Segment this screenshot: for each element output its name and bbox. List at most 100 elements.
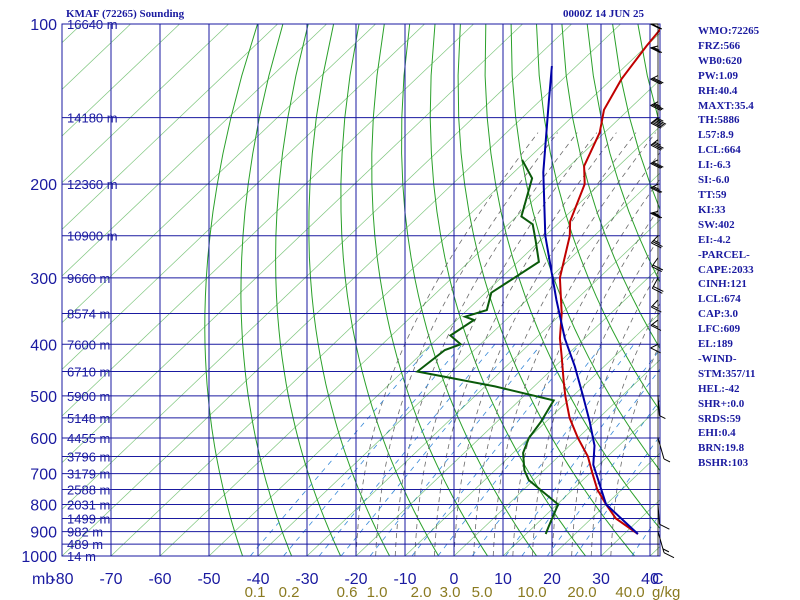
index-item: CAPE:2033 [698,263,754,276]
temp-tick-label: 40 [641,571,659,588]
height-label: 7600 m [67,337,110,352]
moist-adiabat [551,235,660,556]
temp-tick-label: -10 [393,571,416,588]
mixing-ratio-label: 2.0 [411,584,432,600]
isotherm [62,24,572,510]
temp-tick-label: 20 [543,571,561,588]
pressure-tick-label: 500 [30,389,57,406]
wind-barb [650,210,663,219]
wind-barb [650,75,664,85]
index-item: BSHR:103 [698,457,749,470]
dry-adiabat [204,24,258,556]
wind-barb [650,45,663,54]
wind-barb [650,139,664,151]
mixing-ratio-label: 1.0 [367,584,388,600]
isotherm [62,24,621,556]
mixing-ratio-label: 5.0 [472,584,493,600]
height-label: 5900 m [67,389,110,404]
height-label: 16640 m [67,17,118,32]
height-label: 2588 m [67,483,110,498]
moist-adiabat [571,267,660,556]
wind-barb [650,159,664,169]
isotherm [208,125,660,556]
index-item: EL:189 [698,338,733,351]
height-label: 14180 m [67,111,118,126]
dry-adiabat [240,24,293,556]
isotherm [404,312,660,556]
pressure-tick-label: 100 [30,17,57,34]
isotherm [62,24,327,277]
height-label: 1499 m [67,511,110,526]
height-label: 9660 m [67,271,110,286]
index-item: FRZ:566 [698,39,741,52]
sounding-lines [415,28,660,535]
height-label: 2031 m [67,497,110,512]
mixing-ratio-label: 10.0 [517,584,546,600]
pressure-tick-label: 1000 [21,549,57,566]
temp-tick-label: 0 [450,571,459,588]
moist-adiabat [473,132,656,556]
isotherm [110,32,660,556]
height-label: 10900 m [67,229,118,244]
index-item: TH:5886 [698,114,740,127]
background-lines [62,24,660,556]
station-title: KMAF (72265) Sounding [66,8,185,20]
pressure-tick-label: 700 [30,467,57,484]
index-item: WB0:620 [698,54,742,67]
isotherm [62,24,474,417]
index-item: SI:-6.0 [698,174,730,187]
sounding-time: 0000Z 14 JUN 25 [563,8,644,20]
height-label: 8574 m [67,306,110,321]
index-item: PW:1.09 [698,69,739,82]
mixing-ratio-label: 40.0 [615,584,644,600]
mixing-ratio-label: 20.0 [567,584,596,600]
wind-barb [650,23,663,30]
index-item: STM:357/11 [698,367,756,380]
index-item: LFC:609 [698,323,741,336]
temp-tick-label: -60 [148,571,171,588]
isotherm [62,24,229,184]
isotherm [453,359,660,556]
moist-adiabat [610,342,660,556]
index-item: EHI:0.4 [698,427,736,440]
wind-barb [650,299,662,313]
wind-barb [657,395,666,420]
mixing-ratio-line [283,344,463,556]
pressure-tick-label: 200 [30,177,57,194]
index-item: EI:-4.2 [698,233,731,246]
temp-tick-label: 10 [494,571,512,588]
height-label: 4455 m [67,431,110,446]
temperature-line [558,28,660,535]
moist-adiabat [590,302,660,556]
height-label: 3796 m [67,449,110,464]
height-label: 489 m [67,537,103,552]
isotherm [62,24,425,370]
dry-adiabat [371,24,489,556]
wind-barb [650,183,663,194]
height-label: 6710 m [67,365,110,380]
isotherm [62,24,376,324]
wind-barb [657,531,675,559]
isotherm [62,24,523,464]
wind-barb [650,235,663,249]
index-item: L57:8.9 [698,129,734,142]
index-item: HEL:-42 [698,382,740,395]
mixing-ratio-label: 0.6 [337,584,358,600]
temp-tick-label: -70 [99,571,122,588]
isotherm [62,24,180,137]
y-axis-unit: mb [32,571,54,588]
index-item: MAXT:35.4 [698,99,754,112]
moist-adiabat [375,132,558,556]
temp-tick-label: -50 [197,571,220,588]
temp-tick-label: 30 [592,571,610,588]
pressure-tick-label: 900 [30,525,57,542]
mixing-ratio-label: 3.0 [440,584,461,600]
dry-adiabat [308,24,391,556]
index-item: SRDS:59 [698,412,741,425]
wind-barb [650,343,661,354]
height-label: 5148 m [67,411,110,426]
moist-adiabat [512,178,660,556]
temp-tick-label: -30 [295,571,318,588]
index-item: KI:33 [698,203,726,216]
